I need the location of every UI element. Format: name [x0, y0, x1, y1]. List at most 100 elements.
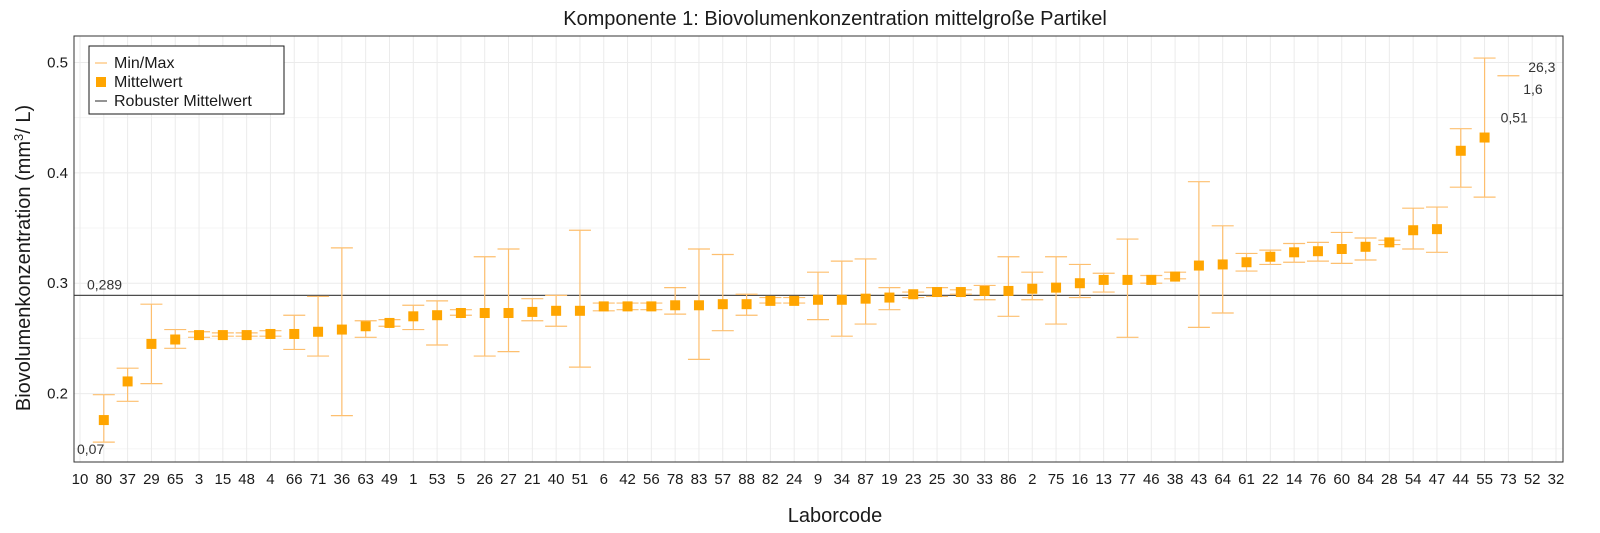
annotation-label: 0,51	[1501, 110, 1528, 126]
x-tick-label: 73	[1500, 471, 1517, 488]
annotation-label: 1,6	[1523, 81, 1543, 97]
x-tick-label: 87	[857, 471, 874, 488]
mean-marker-56	[646, 301, 657, 312]
mean-marker-21	[527, 306, 538, 317]
x-tick-label: 10	[72, 471, 89, 488]
x-tick-label: 29	[143, 471, 160, 488]
mean-marker-71	[313, 326, 324, 337]
x-tick-label: 34	[833, 471, 850, 488]
x-tick-label: 61	[1238, 471, 1255, 488]
annotation-label: 0,07	[77, 441, 104, 457]
x-tick-label: 9	[814, 471, 822, 488]
x-tick-label: 22	[1262, 471, 1279, 488]
mean-marker-55	[1479, 132, 1490, 143]
errorbar-57	[711, 253, 734, 332]
plot-border	[73, 35, 1564, 463]
mean-marker-77	[1122, 274, 1133, 285]
x-tick-label: 36	[334, 471, 351, 488]
mean-marker-25	[932, 287, 943, 298]
mean-marker-5	[455, 308, 466, 319]
x-tick-label: 80	[95, 471, 112, 488]
x-tick-label: 53	[429, 471, 446, 488]
x-tick-label: 42	[619, 471, 636, 488]
x-tick-label: 26	[476, 471, 493, 488]
mean-marker-22	[1265, 251, 1276, 262]
mean-marker-51	[574, 305, 585, 316]
mean-marker-42	[622, 301, 633, 312]
x-tick-label: 84	[1357, 471, 1374, 488]
mean-marker-49	[384, 317, 395, 328]
mean-marker-9	[813, 294, 823, 305]
annotation-label: 26,3	[1528, 59, 1555, 75]
y-axis-title-superscript: 3	[11, 134, 26, 141]
errorbar-87	[854, 258, 877, 325]
x-tick-label: 88	[738, 471, 755, 488]
legend-label-mean: Mittelwert	[114, 74, 183, 91]
x-tick-label: 60	[1333, 471, 1350, 488]
mean-marker-47	[1431, 224, 1442, 235]
x-tick-label: 23	[905, 471, 922, 488]
x-tick-label: 65	[167, 471, 184, 488]
mean-marker-19	[884, 292, 895, 303]
x-tick-label: 48	[238, 471, 255, 488]
x-tick-label: 1	[409, 471, 417, 488]
x-tick-label: 25	[929, 471, 946, 488]
x-tick-label: 21	[524, 471, 541, 488]
x-tick-label: 3	[195, 471, 203, 488]
x-tick-label: 47	[1429, 471, 1446, 488]
mean-marker-88	[741, 299, 752, 310]
mean-marker-43	[1193, 260, 1204, 271]
mean-marker-27	[503, 308, 514, 319]
x-tick-label: 16	[1072, 471, 1089, 488]
errorbar-26	[473, 256, 496, 357]
mean-marker-82	[765, 295, 776, 306]
errorbar-53	[426, 300, 449, 346]
x-tick-label: 44	[1452, 471, 1469, 488]
legend-label-minmax: Min/Max	[114, 55, 174, 72]
mean-marker-15	[217, 330, 228, 341]
mean-marker-33	[979, 285, 990, 296]
mean-marker-6	[598, 301, 609, 312]
x-tick-label: 86	[1000, 471, 1017, 488]
x-tick-label: 78	[667, 471, 684, 488]
x-tick-label: 83	[691, 471, 708, 488]
x-tick-label: 46	[1143, 471, 1160, 488]
mean-marker-48	[241, 330, 252, 341]
mean-marker-44	[1455, 145, 1466, 156]
x-tick-label: 38	[1167, 471, 1184, 488]
x-tick-label: 57	[714, 471, 731, 488]
mean-marker-36	[336, 324, 347, 335]
x-tick-label: 14	[1286, 471, 1303, 488]
x-tick-label: 66	[286, 471, 303, 488]
errorbar-71	[307, 295, 330, 357]
mean-marker-28	[1384, 237, 1395, 248]
mean-marker-54	[1408, 225, 1419, 236]
x-tick-label: 63	[357, 471, 374, 488]
x-tick-label: 54	[1405, 471, 1422, 488]
mean-marker-26	[479, 308, 490, 319]
x-tick-label: 49	[381, 471, 398, 488]
mean-marker-37	[122, 376, 133, 387]
x-tick-label: 2	[1028, 471, 1036, 488]
x-tick-label: 40	[548, 471, 565, 488]
mean-marker-76	[1312, 246, 1323, 257]
mean-marker-1	[408, 311, 419, 322]
y-tick-label: 0.5	[47, 54, 68, 71]
mean-marker-46	[1146, 274, 1157, 285]
legend: Min/Max Mittelwert Robuster Mittelwert	[88, 45, 285, 115]
mean-marker-16	[1074, 278, 1085, 289]
x-tick-label: 30	[952, 471, 969, 488]
mean-marker-87	[860, 293, 871, 304]
x-tick-label: 76	[1310, 471, 1327, 488]
mean-marker-4	[265, 328, 276, 339]
x-tick-label: 75	[1048, 471, 1065, 488]
mean-marker-53	[432, 310, 443, 321]
x-tick-label: 32	[1548, 471, 1565, 488]
y-axis-title: Biovolumenkonzentration (mm3/ L)	[11, 105, 36, 411]
x-tick-label: 71	[310, 471, 327, 488]
x-tick-label: 15	[214, 471, 231, 488]
legend-swatch-mean	[96, 77, 106, 87]
mean-marker-63	[360, 321, 371, 332]
annotation-label: 0,289	[87, 276, 122, 292]
